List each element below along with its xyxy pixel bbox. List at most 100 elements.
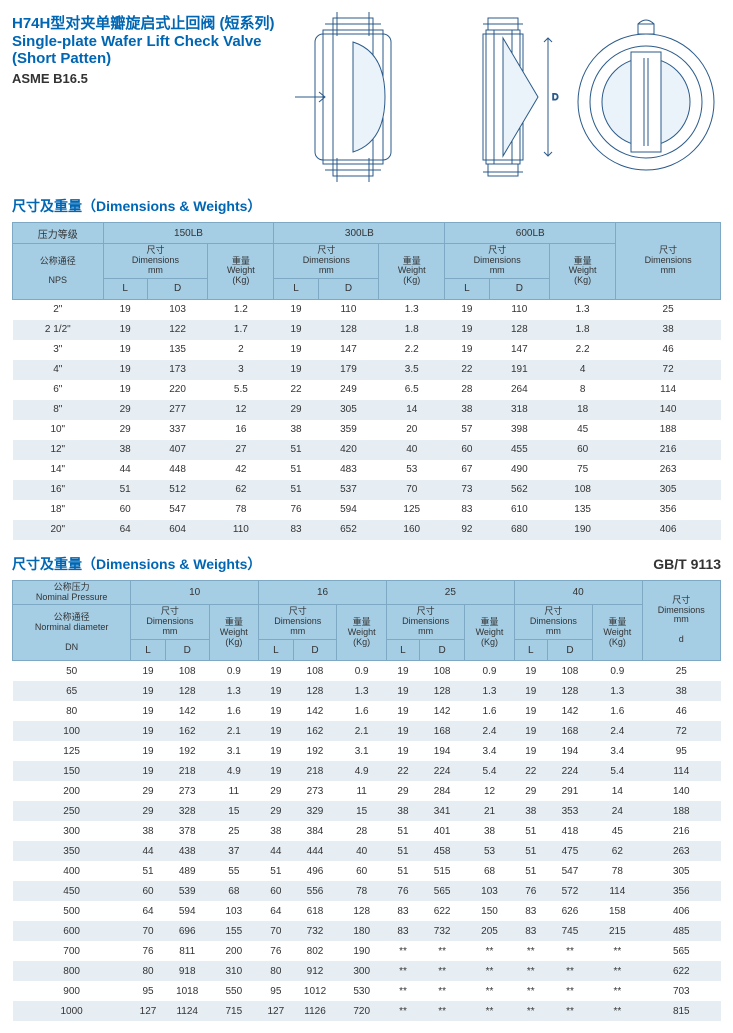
- table-row: 12"384072751420406045560216: [13, 440, 721, 460]
- title-en-2: (Short Patten): [12, 50, 275, 67]
- table-cell: **: [465, 1001, 514, 1021]
- table-cell: 22: [386, 761, 419, 781]
- table-cell: 122: [147, 320, 208, 340]
- table-cell: 125: [13, 741, 131, 761]
- th-L-40: L: [514, 640, 547, 661]
- table-cell: **: [386, 961, 419, 981]
- table-cell: 128: [318, 320, 379, 340]
- th-L-600: L: [445, 278, 489, 299]
- table-cell: 539: [165, 881, 209, 901]
- table-cell: 190: [337, 941, 386, 961]
- table-cell: 448: [147, 460, 208, 480]
- th-nom-press: 公称压力Nominal Pressure: [13, 580, 131, 605]
- table-cell: 19: [274, 320, 318, 340]
- table-cell: 110: [489, 299, 550, 320]
- table-cell: 180: [337, 921, 386, 941]
- table-cell: 12: [208, 400, 274, 420]
- table-cell: 147: [318, 340, 379, 360]
- th-D-300: D: [318, 278, 379, 299]
- table-cell: 19: [103, 299, 147, 320]
- table-cell: 42: [208, 460, 274, 480]
- table-row: 4"191733191793.522191472: [13, 360, 721, 380]
- table-cell: 179: [318, 360, 379, 380]
- table-cell: 21: [465, 801, 514, 821]
- table-row: 6"192205.5222496.5282648114: [13, 380, 721, 400]
- table-cell: 2": [13, 299, 104, 320]
- th-p40: 40: [514, 580, 642, 605]
- table-cell: 249: [318, 380, 379, 400]
- table-cell: 29: [274, 400, 318, 420]
- header-block: H74H型对夹单瓣旋启式止回阀 (短系列) Single-plate Wafer…: [12, 12, 721, 182]
- table-cell: 19: [259, 661, 294, 682]
- table-cell: 406: [642, 901, 720, 921]
- table-cell: 224: [547, 761, 592, 781]
- table-cell: 2 1/2": [13, 320, 104, 340]
- table-cell: 135: [147, 340, 208, 360]
- table-cell: 25: [616, 299, 721, 320]
- table-cell: 68: [465, 861, 514, 881]
- table-cell: 45: [593, 821, 642, 841]
- table-cell: 1.3: [379, 299, 445, 320]
- table-cell: **: [593, 981, 642, 1001]
- table-cell: 51: [274, 480, 318, 500]
- table-cell: 696: [165, 921, 209, 941]
- table-cell: 4.9: [209, 761, 258, 781]
- th-wt-40: 重量Weight(Kg): [593, 605, 642, 661]
- table-cell: 83: [274, 520, 318, 540]
- table-cell: 19: [514, 681, 547, 701]
- table-cell: 29: [386, 781, 419, 801]
- table-cell: 64: [103, 520, 147, 540]
- th-pressure-class: 压力等级: [13, 223, 104, 244]
- table-cell: 29: [259, 781, 294, 801]
- table-row: 2502932815293291538341213835324188: [13, 801, 721, 821]
- table-cell: 1.2: [208, 299, 274, 320]
- table-cell: 64: [131, 901, 166, 921]
- table-cell: 356: [642, 881, 720, 901]
- table-cell: 1.3: [337, 681, 386, 701]
- table-cell: 2.1: [337, 721, 386, 741]
- table-cell: 70: [259, 921, 294, 941]
- th-dim-600: 尺寸Dimensionsmm: [445, 244, 550, 279]
- table-cell: 10": [13, 420, 104, 440]
- title-en-1: Single-plate Wafer Lift Check Valve: [12, 33, 275, 50]
- table-cell: 57: [445, 420, 489, 440]
- table-cell: 300: [13, 821, 131, 841]
- th-nom-dia: 公称通径Norminal diameterDN: [13, 605, 131, 661]
- th-p25: 25: [386, 580, 514, 605]
- table-cell: 912: [293, 961, 337, 981]
- table-cell: 108: [165, 661, 209, 682]
- table-cell: 142: [420, 701, 465, 721]
- table-cell: 1.6: [593, 701, 642, 721]
- table-cell: 80: [13, 701, 131, 721]
- table-cell: 6": [13, 380, 104, 400]
- table-cell: 188: [616, 420, 721, 440]
- table-cell: 19: [274, 340, 318, 360]
- table-cell: 38: [259, 821, 294, 841]
- table-cell: 83: [514, 921, 547, 941]
- table-cell: 194: [420, 741, 465, 761]
- table-cell: 108: [293, 661, 337, 682]
- table-cell: 263: [616, 460, 721, 480]
- table-cell: 60: [337, 861, 386, 881]
- table-cell: 2.4: [465, 721, 514, 741]
- table-cell: 4.9: [337, 761, 386, 781]
- table-row: 100191622.1191622.1191682.4191682.472: [13, 721, 721, 741]
- table-cell: 16": [13, 480, 104, 500]
- table-cell: 80: [259, 961, 294, 981]
- table-row: 10"293371638359205739845188: [13, 420, 721, 440]
- table-cell: 2: [208, 340, 274, 360]
- table-cell: **: [514, 1001, 547, 1021]
- table-cell: 75: [550, 460, 616, 480]
- th-150lb: 150LB: [103, 223, 274, 244]
- table-cell: 51: [514, 841, 547, 861]
- section1-title: 尺寸及重量（Dimensions & Weights）: [12, 196, 721, 216]
- table-cell: 103: [147, 299, 208, 320]
- table-cell: 188: [642, 801, 720, 821]
- table-cell: 110: [208, 520, 274, 540]
- table-cell: 53: [379, 460, 445, 480]
- table-row: 3003837825383842851401385141845216: [13, 821, 721, 841]
- title-block: H74H型对夹单瓣旋启式止回阀 (短系列) Single-plate Wafer…: [12, 12, 275, 94]
- table-cell: 19: [514, 701, 547, 721]
- table-cell: 40: [337, 841, 386, 861]
- valve-diagram-front: [571, 12, 721, 182]
